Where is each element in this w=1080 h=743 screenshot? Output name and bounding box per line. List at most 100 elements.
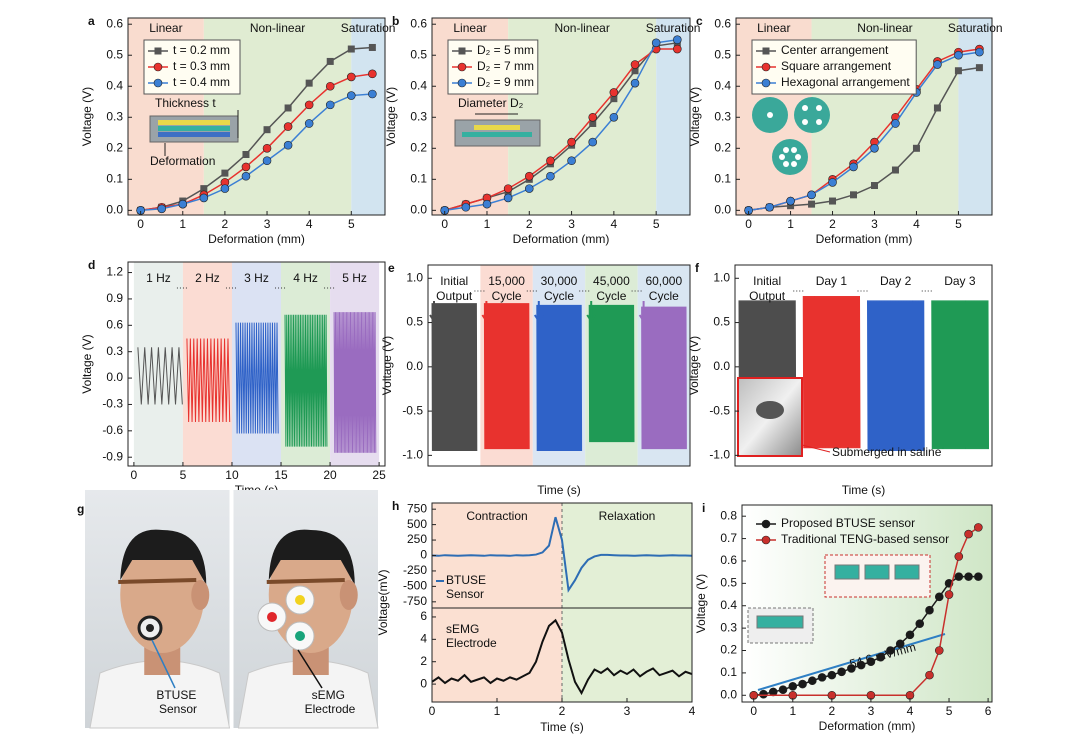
y-tick-label: 0.3 <box>106 109 123 123</box>
y-tick-label: 0.7 <box>720 531 737 545</box>
marker <box>765 202 774 212</box>
marker <box>974 523 983 532</box>
marker <box>630 60 640 69</box>
marker <box>974 572 983 581</box>
marker <box>807 190 816 200</box>
arrangement-icon <box>794 97 830 133</box>
segment-label: Initial <box>753 274 781 288</box>
legend-label: Traditional TENG-based sensor <box>781 532 949 546</box>
x-tick-label: 3 <box>871 217 878 231</box>
marker <box>220 184 230 193</box>
marker <box>482 199 492 209</box>
marker <box>609 112 619 122</box>
electrode-snap <box>267 612 277 622</box>
legend-marker <box>762 47 770 55</box>
x-tick-label: 0 <box>137 217 144 231</box>
y-tick-label: 1.2 <box>106 265 123 279</box>
legend-marker <box>457 62 467 72</box>
y-tick-label: 0.3 <box>410 109 427 123</box>
marker <box>856 660 866 670</box>
marker <box>368 69 377 79</box>
y-axis-label: Voltage (V) <box>380 336 394 395</box>
segment-label: 3 Hz <box>244 271 269 285</box>
marker <box>178 199 188 209</box>
x-tick-label: 25 <box>372 468 386 482</box>
segment-label: Cycle <box>649 289 679 303</box>
marker <box>199 193 209 203</box>
y-tick-label: 1.0 <box>406 270 423 284</box>
y-tick-label: 0.9 <box>106 291 123 305</box>
legend-marker <box>153 62 163 72</box>
y-tick-label: 0.0 <box>106 370 123 384</box>
marker <box>347 45 355 53</box>
y-tick-label: 0.5 <box>714 47 731 61</box>
legend-label: Proposed BTUSE sensor <box>781 516 915 530</box>
marker <box>305 79 313 87</box>
x-axis-label: Deformation (mm) <box>208 232 305 246</box>
segment-label: Cycle <box>544 289 574 303</box>
marker <box>589 119 597 127</box>
marker <box>610 95 618 103</box>
segment-label: 1 Hz <box>146 271 171 285</box>
marker <box>262 143 272 153</box>
marker <box>304 100 314 110</box>
x-tick-label: 2 <box>829 217 836 231</box>
x-tick-label: 3 <box>264 217 271 231</box>
region <box>562 503 692 702</box>
segment-label: 4 Hz <box>293 271 318 285</box>
y-tick-label: 4 <box>420 632 427 646</box>
marker <box>808 200 816 208</box>
plot-frame <box>734 264 993 467</box>
segment-label: Cycle <box>596 289 626 303</box>
y-tick-label: 0.6 <box>410 16 427 30</box>
x-tick-label: 0 <box>429 704 436 718</box>
marker <box>200 185 208 193</box>
x-tick-label: 2 <box>526 217 533 231</box>
annotation: Submerged in saline <box>832 445 942 459</box>
marker <box>847 664 856 673</box>
photo-label: BTUSE Sensor <box>156 688 199 716</box>
electrode-snap <box>295 595 305 605</box>
hair <box>120 529 207 585</box>
marker <box>925 605 934 615</box>
marker <box>546 156 555 166</box>
signal-burst <box>186 338 231 423</box>
marker <box>870 182 878 190</box>
marker <box>503 184 513 193</box>
panel-letter: b <box>392 14 399 28</box>
marker <box>827 670 837 680</box>
ear <box>191 580 210 610</box>
x-tick-label: 2 <box>829 704 836 718</box>
segment-label: 15,000 <box>488 274 525 288</box>
x-tick-label: 4 <box>689 704 696 718</box>
marker <box>673 44 682 54</box>
region-label: Linear <box>149 21 182 35</box>
plot-frame <box>127 261 386 467</box>
x-tick-label: 0 <box>441 217 448 231</box>
x-tick-label: 3 <box>568 217 575 231</box>
marker <box>891 166 899 174</box>
segment-label: Initial <box>440 274 468 288</box>
marker <box>808 676 817 686</box>
y-tick-label: 0.5 <box>720 576 737 590</box>
arrow <box>481 301 492 323</box>
signal-burst <box>431 303 478 451</box>
y-tick-label: 750 <box>407 501 427 515</box>
inset-device <box>894 564 920 580</box>
panel-letter: f <box>695 261 700 275</box>
marker <box>895 639 905 649</box>
y-tick-label: 500 <box>407 517 427 531</box>
legend-marker <box>153 78 163 88</box>
x-tick-label: 4 <box>611 217 618 231</box>
region-label: Relaxation <box>599 509 656 523</box>
x-tick-label: 4 <box>306 217 313 231</box>
x-axis-label: Deformation (mm) <box>513 232 610 246</box>
signal-burst <box>235 322 279 434</box>
y-tick-label: 0.3 <box>714 109 731 123</box>
y-tick-label: 0.6 <box>714 16 731 30</box>
marker <box>567 156 576 166</box>
signal-burst <box>284 314 328 447</box>
marker <box>241 171 251 181</box>
marker <box>263 126 271 134</box>
